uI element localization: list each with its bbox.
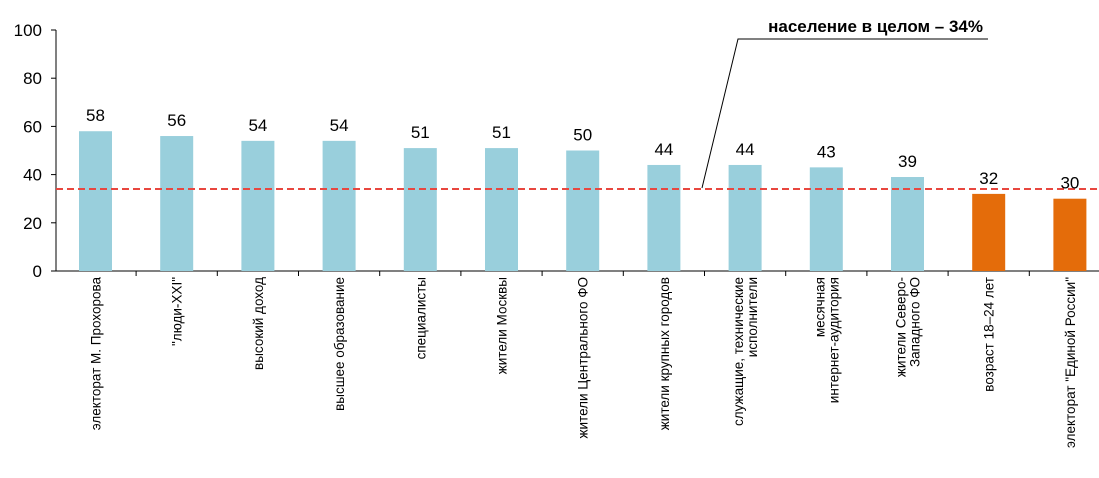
reference-line-group: население в целом – 34% — [56, 17, 1099, 191]
data-label: 54 — [248, 116, 267, 135]
bar — [322, 140, 356, 271]
y-tick-label: 80 — [23, 69, 42, 88]
y-tick-label: 60 — [23, 117, 42, 136]
category-label: высокий доход — [251, 277, 266, 370]
category-label: Западного ФО — [908, 277, 923, 367]
category-label: электорат "Единой России" — [1063, 277, 1078, 448]
category-label: электорат М. Прохорова — [89, 277, 104, 431]
category-label: месячная — [812, 277, 827, 337]
data-label: 54 — [330, 116, 349, 135]
data-label: 44 — [654, 140, 673, 159]
bar — [485, 148, 518, 271]
y-tick-label: 40 — [23, 166, 42, 185]
labels: 58 электорат М. Прохорова 56 "люди-XXI" 54 вы… — [86, 106, 1079, 448]
bar — [891, 177, 924, 271]
category-label: возраст 18–24 лет — [982, 277, 997, 392]
category-label: интернет-аудитория — [826, 277, 841, 403]
data-label: 51 — [492, 123, 511, 142]
category-label: жители Центрального ФО — [576, 277, 591, 439]
category-label: "люди-XXI" — [170, 277, 185, 346]
data-label: 58 — [86, 106, 105, 125]
bar — [566, 150, 600, 271]
category-label: специалисты — [413, 277, 428, 359]
data-label: 50 — [573, 126, 592, 145]
category-label: жители Северо- — [894, 277, 909, 377]
category-label: служащие, технические — [731, 277, 746, 426]
y-tick-label: 20 — [23, 214, 42, 233]
bar — [972, 193, 1006, 271]
bar — [241, 140, 275, 271]
category-label: высшее образование — [332, 277, 347, 411]
data-label: 30 — [1060, 174, 1079, 193]
reference-annotation: население в целом – 34% — [768, 17, 983, 36]
axes: 0 20 40 60 80 100 — [14, 21, 1099, 281]
category-label: жители крупных городов — [657, 277, 672, 430]
bar — [728, 164, 762, 271]
bar — [79, 131, 112, 271]
category-label: исполнители — [745, 277, 760, 357]
bar — [809, 167, 843, 271]
data-label: 39 — [898, 152, 917, 171]
data-label: 43 — [817, 142, 836, 161]
bar — [403, 148, 437, 271]
data-label: 32 — [979, 169, 998, 188]
reference-leader-line — [701, 38, 988, 189]
y-tick-label: 100 — [14, 21, 42, 40]
category-label: жители Москвы — [495, 277, 510, 374]
bar — [647, 164, 681, 271]
data-label: 56 — [167, 111, 186, 130]
bar — [1053, 198, 1087, 271]
bar — [160, 136, 194, 271]
data-label: 44 — [736, 140, 755, 159]
bars — [79, 131, 1087, 271]
y-tick-label: 0 — [33, 262, 42, 281]
data-label: 51 — [411, 123, 430, 142]
